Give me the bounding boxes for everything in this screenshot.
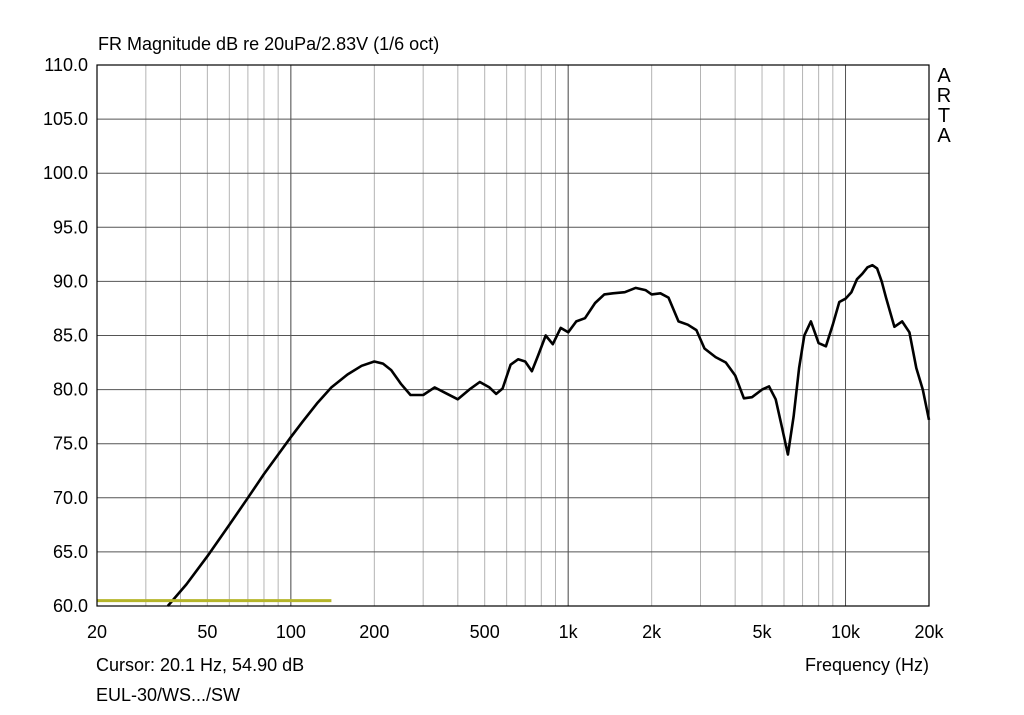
logo-letter: R bbox=[936, 85, 952, 107]
logo-letter: A bbox=[937, 125, 951, 147]
y-tick-label: 60.0 bbox=[53, 596, 88, 616]
x-tick-label: 50 bbox=[197, 622, 217, 642]
x-tick-label: 20 bbox=[87, 622, 107, 642]
x-tick-label: 20k bbox=[914, 622, 944, 642]
y-tick-label: 80.0 bbox=[53, 380, 88, 400]
arta-logo: A R T A bbox=[935, 66, 953, 146]
y-tick-label: 110.0 bbox=[44, 55, 88, 75]
logo-letter: T bbox=[937, 105, 951, 127]
x-tick-label: 5k bbox=[753, 622, 773, 642]
x-tick-label: 1k bbox=[559, 622, 579, 642]
x-tick-label: 10k bbox=[831, 622, 861, 642]
x-tick-label: 200 bbox=[359, 622, 389, 642]
cursor-readout: Cursor: 20.1 Hz, 54.90 dB bbox=[96, 655, 305, 675]
y-tick-labels: 60.0 65.0 70.0 75.0 80.0 85.0 90.0 95.0 100.0 105… bbox=[43, 55, 88, 616]
y-tick-label: 70.0 bbox=[53, 488, 88, 508]
x-tick-labels: 20 50 100 200 500 1k 2k 5k 10k 20k bbox=[87, 622, 945, 642]
x-tick-label: 500 bbox=[470, 622, 500, 642]
y-tick-label: 85.0 bbox=[53, 326, 88, 346]
logo-letter: A bbox=[937, 65, 951, 87]
y-tick-label: 75.0 bbox=[53, 434, 88, 454]
x-axis-label: Frequency (Hz) bbox=[804, 655, 929, 675]
series-layer bbox=[97, 263, 931, 607]
x-tick-label: 100 bbox=[276, 622, 306, 642]
y-tick-label: 105.0 bbox=[43, 109, 88, 129]
plot-frame bbox=[96, 64, 930, 607]
y-tick-label: 90.0 bbox=[53, 271, 88, 291]
y-tick-label: 100.0 bbox=[43, 163, 88, 183]
x-tick-label: 2k bbox=[642, 622, 662, 642]
chart-title: FR Magnitude dB re 20uPa/2.83V (1/6 oct) bbox=[98, 34, 440, 54]
dataset-label: EUL-30/WS.../SW bbox=[96, 685, 241, 705]
y-tick-label: 65.0 bbox=[53, 542, 88, 562]
y-tick-label: 95.0 bbox=[53, 217, 88, 237]
magnitude-curve bbox=[166, 263, 931, 607]
